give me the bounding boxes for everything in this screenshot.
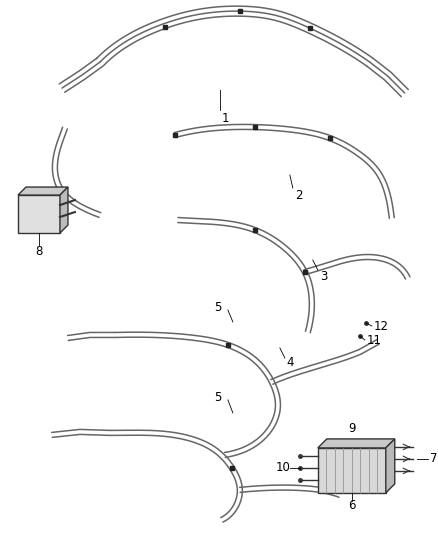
Bar xyxy=(163,25,167,29)
Polygon shape xyxy=(318,439,395,448)
Text: 10: 10 xyxy=(276,462,290,474)
Text: 11: 11 xyxy=(367,335,382,348)
Bar xyxy=(303,270,307,274)
Bar xyxy=(308,26,312,30)
Bar xyxy=(328,136,332,140)
Polygon shape xyxy=(18,195,60,233)
Text: 5: 5 xyxy=(214,391,222,405)
Bar xyxy=(230,466,234,470)
Text: 3: 3 xyxy=(320,270,327,284)
Text: 8: 8 xyxy=(35,245,42,257)
Text: 9: 9 xyxy=(348,423,356,435)
Text: 1: 1 xyxy=(222,111,230,125)
Polygon shape xyxy=(18,187,68,195)
Polygon shape xyxy=(60,187,68,233)
Text: 4: 4 xyxy=(287,357,294,369)
Text: 7: 7 xyxy=(430,453,437,465)
Text: 12: 12 xyxy=(374,320,389,334)
Bar xyxy=(253,125,257,129)
Bar xyxy=(173,133,177,137)
Bar xyxy=(253,228,257,232)
Text: 2: 2 xyxy=(295,189,302,201)
Text: 5: 5 xyxy=(214,302,222,314)
Polygon shape xyxy=(386,439,395,493)
Bar xyxy=(238,9,242,13)
Bar xyxy=(318,448,386,493)
Text: 6: 6 xyxy=(348,499,356,512)
Bar xyxy=(226,343,230,347)
